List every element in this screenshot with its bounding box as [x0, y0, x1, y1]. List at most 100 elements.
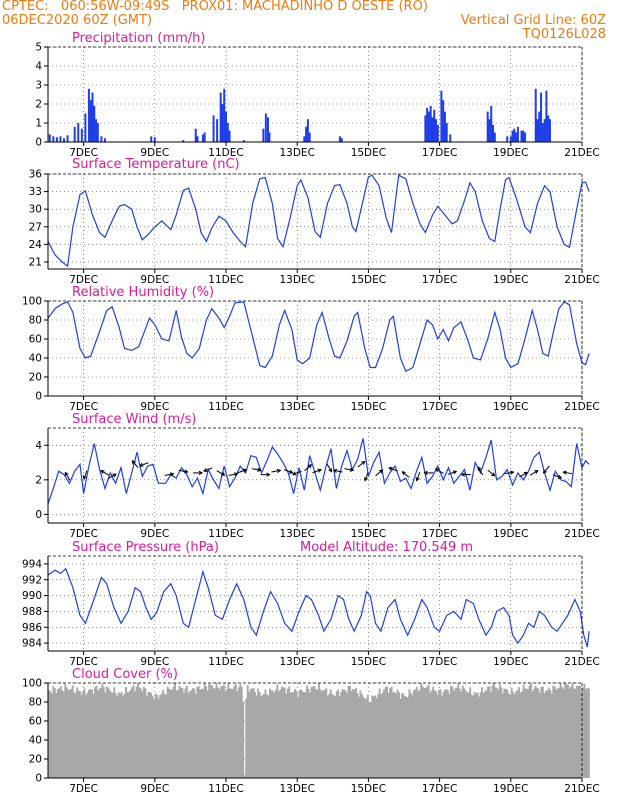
cloud-bar — [420, 683, 423, 778]
cloud-bar — [298, 690, 301, 778]
precip-bar — [516, 126, 519, 142]
panel-title: Relative Humidity (%) — [72, 285, 214, 300]
cloud-bar — [224, 691, 227, 778]
cloud-bar — [497, 689, 500, 778]
cloud-bar — [138, 687, 141, 778]
x-tick-label: 11DEC — [208, 656, 243, 668]
cloud-bar — [62, 691, 65, 778]
cloud-bar — [55, 692, 58, 778]
cloud-bar — [337, 689, 340, 778]
y-tick-label: 1 — [35, 118, 42, 130]
cloud-bar — [319, 689, 322, 778]
cloud-bar — [384, 687, 387, 778]
precip-bar — [534, 88, 537, 142]
cloud-bar — [65, 687, 68, 778]
cloud-bar — [64, 683, 67, 778]
cloud-bar — [181, 688, 184, 778]
wind-arrow — [364, 471, 369, 481]
cloud-bar — [558, 687, 561, 778]
precip-bar — [80, 128, 83, 142]
precip-bar — [52, 136, 55, 142]
x-tick-label: 13DEC — [279, 528, 314, 540]
x-tick-label: 9DEC — [140, 274, 169, 286]
y-tick-label: 4 — [35, 440, 42, 452]
cloud-bar — [504, 688, 507, 778]
cloud-bar — [206, 690, 209, 778]
cloud-bar — [82, 691, 84, 778]
cloud-bar — [202, 688, 205, 778]
cloud-bar — [414, 689, 417, 778]
precip-bar — [153, 137, 156, 142]
cloud-bar — [359, 690, 362, 778]
cloud-bar — [71, 685, 74, 778]
wind-arrow-head — [361, 460, 366, 465]
precip-bar — [443, 111, 446, 142]
wind-arrow — [563, 471, 573, 475]
x-tick-label: 15DEC — [351, 528, 386, 540]
precip-bar — [268, 132, 271, 142]
cloud-bar — [178, 685, 181, 778]
x-tick-label: 7DEC — [69, 147, 98, 159]
cloud-bar — [490, 691, 492, 778]
panel-title: Surface Temperature (nC) — [72, 157, 240, 172]
wind-arrow-head — [317, 468, 322, 473]
cloud-bar — [427, 684, 430, 778]
panel-wind: Surface Wind (m/s) 0 2 4 7DEC 9DEC 11DEC 13DEC 1… — [35, 412, 599, 540]
cloud-bar — [576, 685, 578, 778]
cloud-bar — [344, 690, 347, 778]
cloud-bar — [423, 687, 426, 778]
cloud-bar — [83, 688, 86, 778]
wind-arrow-head — [169, 472, 175, 477]
precip-bar — [201, 134, 204, 142]
cloud-bar — [441, 695, 443, 778]
x-tick-label: 7DEC — [69, 783, 98, 795]
cloud-bar — [334, 696, 337, 778]
cloud-bar — [315, 689, 317, 778]
cloud-bar — [212, 688, 215, 778]
cloud-bar — [313, 685, 316, 778]
cloud-bar — [95, 685, 98, 778]
wind-arrow-head — [221, 471, 226, 476]
cloud-bar — [240, 686, 243, 778]
wind-arrow — [326, 463, 332, 472]
cloud-bar — [340, 691, 343, 778]
cloud-bar — [543, 693, 546, 778]
cloud-bar — [150, 693, 153, 778]
cloud-bar — [123, 693, 126, 778]
precip-bar — [442, 100, 445, 142]
cloud-bar — [226, 689, 228, 778]
cloud-bar — [395, 693, 397, 778]
x-tick-label: 15DEC — [351, 783, 386, 795]
cloud-bar — [398, 692, 400, 778]
cloud-bar — [392, 692, 395, 778]
series-line — [47, 301, 590, 373]
wind-arrow — [251, 468, 261, 471]
x-tick-label: 17DEC — [422, 528, 457, 540]
y-tick-label: 988 — [22, 606, 42, 618]
x-tick-label: 19DEC — [493, 656, 528, 668]
precip-bar — [264, 113, 267, 142]
cloud-bar — [194, 694, 197, 778]
cloud-bar — [252, 688, 255, 778]
cloud-bar — [135, 686, 138, 778]
precip-bar — [267, 117, 270, 142]
cloud-bar — [67, 689, 70, 778]
cloud-bar — [74, 692, 77, 778]
precip-bar — [543, 119, 546, 142]
cloud-bar — [565, 684, 568, 778]
y-tick-label: 4 — [35, 61, 42, 73]
cloud-bar — [421, 686, 424, 778]
cloud-bar — [270, 690, 273, 778]
x-tick-label: 19DEC — [493, 274, 528, 286]
cloud-bar — [243, 775, 246, 778]
wind-arrow-head — [460, 472, 466, 477]
cloud-bar — [369, 701, 372, 778]
cloud-bar — [503, 688, 506, 778]
precip-bar — [87, 88, 90, 142]
cloud-bar — [586, 688, 589, 778]
wind-arrow — [107, 473, 117, 480]
precip-bar — [95, 119, 98, 142]
wind-arrow — [402, 471, 410, 478]
wind-arrow — [139, 462, 149, 467]
precip-bar — [212, 115, 215, 142]
